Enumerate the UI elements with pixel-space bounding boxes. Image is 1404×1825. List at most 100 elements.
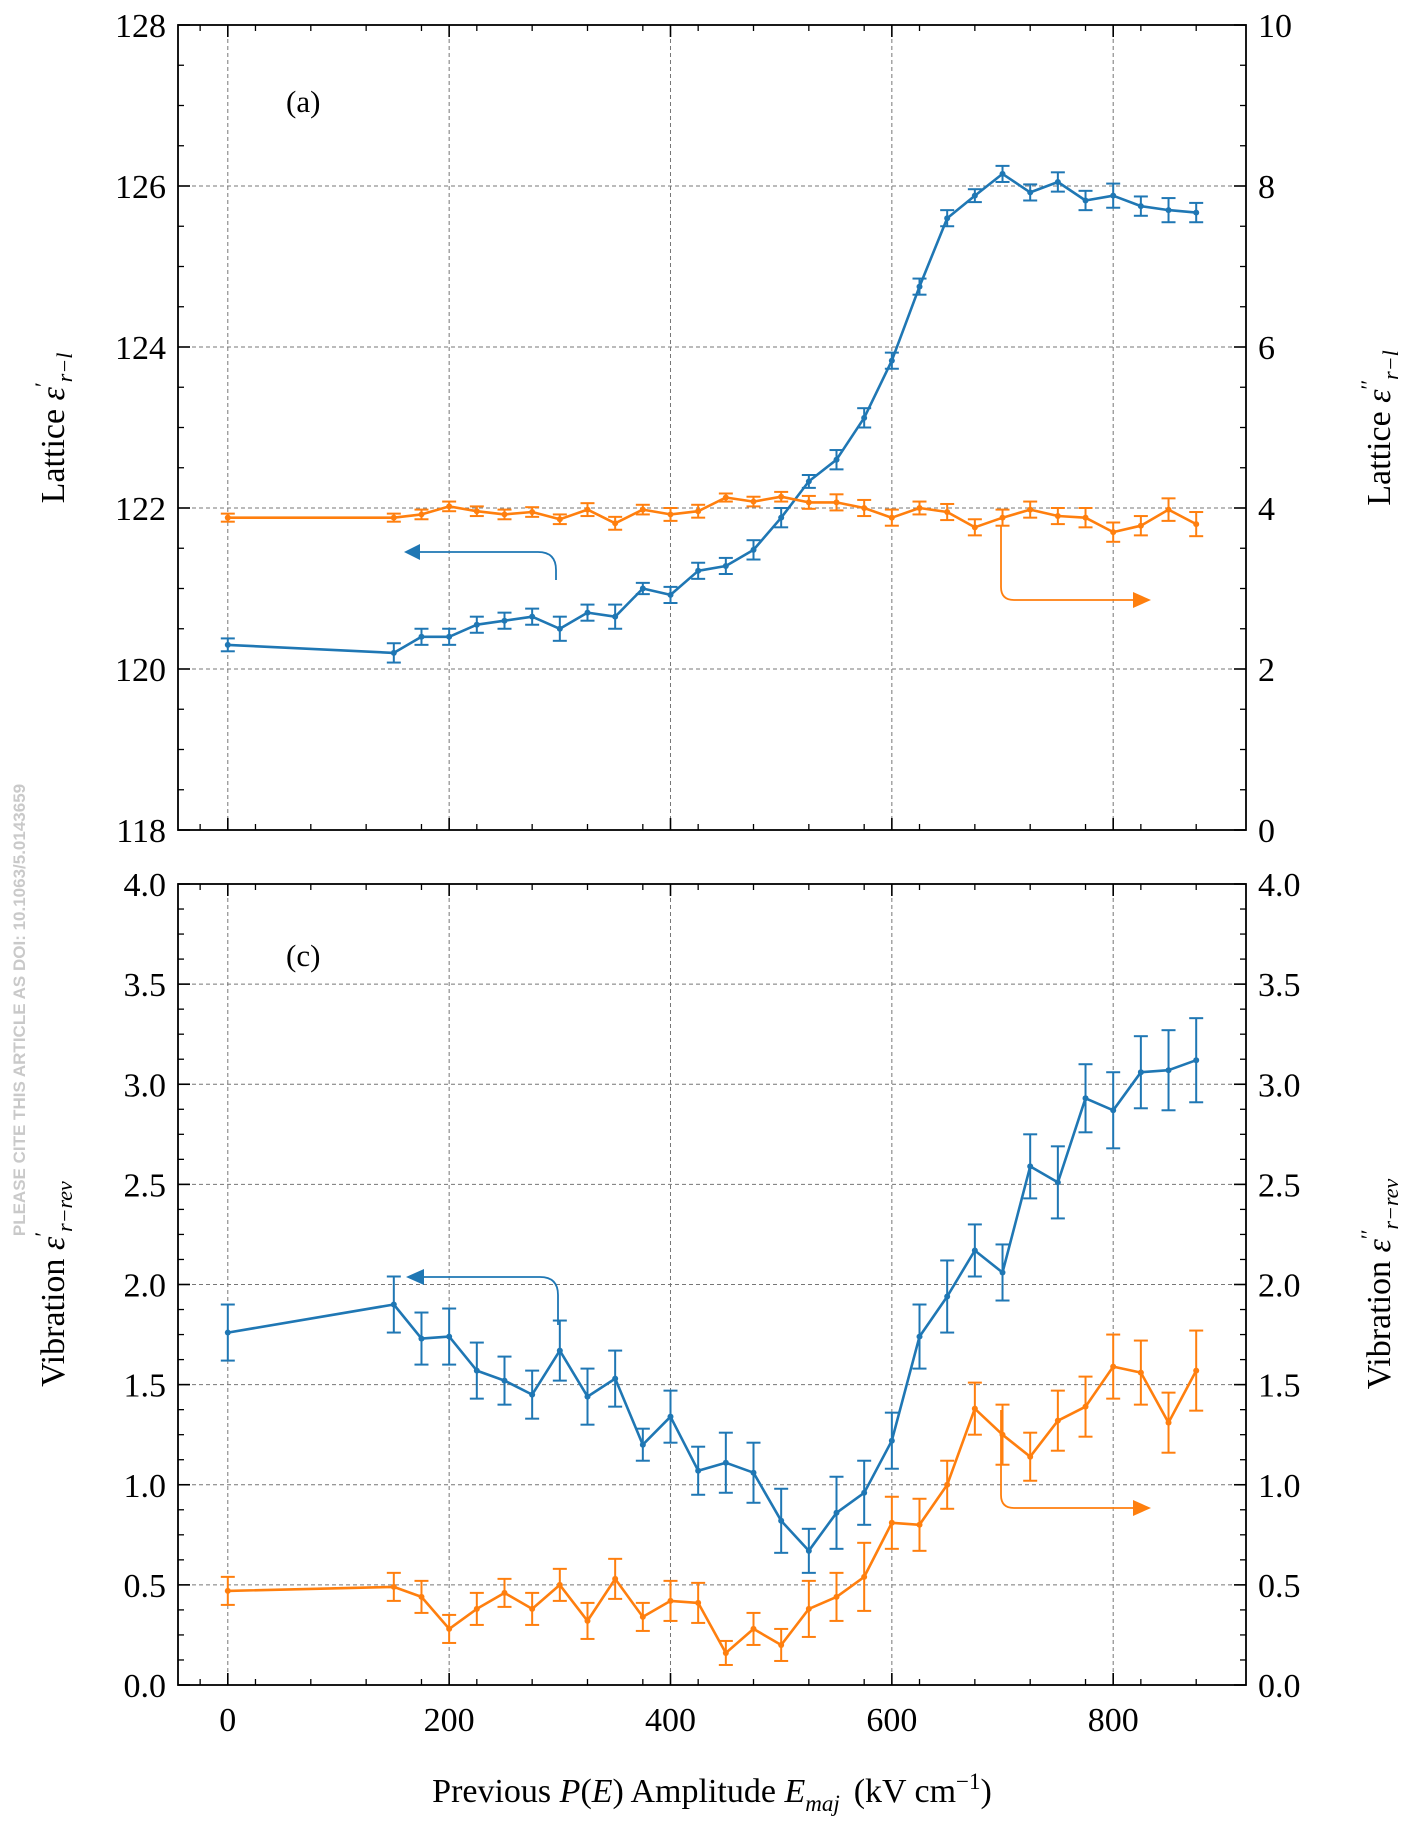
blue-data-point: [612, 1375, 619, 1382]
orange-series-line: [227, 1365, 1198, 1655]
orange-data-point: [695, 1599, 702, 1606]
orange-data-point: [473, 1605, 480, 1612]
y-right-tick-label: 10: [1258, 8, 1292, 45]
blue-data-point: [446, 1333, 453, 1340]
orange-data-point: [861, 505, 868, 511]
y-right-tick-label: 0: [1258, 813, 1275, 850]
blue-data-point: [501, 1377, 508, 1384]
orange-data-point: [916, 1521, 923, 1528]
y-left-tick-label: 1.5: [124, 1368, 167, 1405]
orange-data-point: [971, 1405, 978, 1412]
blue-data-point: [1193, 209, 1200, 216]
x-tick-label: 200: [424, 1702, 475, 1739]
orange-data-point: [390, 514, 397, 521]
y-left-tick-label: 2.0: [124, 1268, 167, 1305]
right-axis-arrow-c: [1000, 1410, 1133, 1509]
grid-a: [178, 25, 1246, 830]
orange-data-point: [446, 503, 453, 510]
blue-data-point: [888, 357, 895, 364]
blue-data-point: [418, 1335, 425, 1342]
orange-data-point: [446, 1625, 453, 1632]
blue-data-point: [916, 1333, 923, 1340]
blue-data-point: [556, 625, 563, 632]
blue-data-point: [750, 1469, 757, 1476]
blue-data-point: [833, 1509, 840, 1516]
ticks-a: 118 120 122 124 126 128 0 2 4 6 8 10: [115, 8, 1292, 850]
orange-data-point: [971, 524, 978, 531]
ylabel-left-a: Lattice ε′r−l: [30, 353, 77, 504]
right-axis-arrow-a: [1000, 525, 1133, 601]
orange-data-point: [390, 1583, 397, 1590]
orange-data-point: [1110, 1363, 1117, 1370]
series-a: [220, 164, 1204, 664]
y-right-tick-label: 3.5: [1258, 967, 1301, 1004]
blue-data-point: [999, 1269, 1006, 1276]
orange-data-point: [639, 506, 646, 513]
orange-data-point: [418, 1593, 425, 1600]
orange-data-point: [722, 494, 729, 501]
orange-data-point: [501, 511, 508, 518]
orange-series-line: [227, 495, 1197, 534]
y-right-tick-label: 2: [1258, 652, 1275, 689]
orange-data-point: [1082, 1403, 1089, 1410]
blue-data-point: [529, 1391, 536, 1398]
y-right-tick-label: 8: [1258, 169, 1275, 206]
blue-data-point: [888, 1437, 895, 1444]
blue-data-point: [1193, 1057, 1200, 1064]
orange-data-point: [639, 1613, 646, 1620]
orange-data-point: [667, 1597, 674, 1604]
panel-a: 118 120 122 124 126 128 0 2 4 6 8 10 (a) Lattice ε′…: [30, 8, 1403, 850]
blue-data-point: [639, 585, 646, 592]
blue-data-point: [750, 546, 757, 553]
blue-data-point: [1137, 203, 1144, 210]
y-right-tick-label: 2.0: [1258, 1268, 1301, 1305]
blue-data-point: [695, 1467, 702, 1474]
orange-data-point: [750, 1625, 757, 1632]
orange-data-point: [944, 1481, 951, 1488]
blue-data-point: [473, 621, 480, 628]
y-right-tick-label: 1.5: [1258, 1368, 1301, 1405]
orange-data-point: [556, 516, 563, 523]
orange-data-point: [888, 1519, 895, 1526]
panel-c: 0.0 0.5 1.0 1.5 2.0 2.5 3.0 3.5 4.0 0.0 0.5 1.0 1.5 2…: [30, 867, 1403, 1705]
blue-data-point: [224, 1329, 231, 1336]
blue-data-point: [722, 1459, 729, 1466]
series-c: [220, 1017, 1204, 1666]
blue-data-point: [446, 633, 453, 640]
blue-data-point: [1137, 1069, 1144, 1076]
ticks-c: 0.0 0.5 1.0 1.5 2.0 2.5 3.0 3.5 4.0 0.0 0.5 1.0 1.5 2…: [124, 867, 1301, 1705]
y-right-tick-label: 2.5: [1258, 1167, 1301, 1204]
blue-data-point: [584, 1393, 591, 1400]
ylabel-right-a: Lattice ε′′r−l: [1356, 350, 1403, 505]
x-tick-label: 400: [645, 1702, 696, 1739]
blue-data-point: [1027, 189, 1034, 196]
blue-data-point: [1110, 1107, 1117, 1114]
orange-data-point: [556, 1581, 563, 1588]
x-tick-label: 800: [1088, 1702, 1139, 1739]
orange-data-point: [529, 509, 536, 516]
y-right-tick-label: 3.0: [1258, 1067, 1301, 1104]
panel-label-a: (a): [286, 84, 320, 119]
y-left-tick-label: 124: [115, 330, 166, 367]
blue-data-point: [612, 613, 619, 620]
left-axis-arrow-a: [420, 551, 557, 580]
y-left-tick-label: 3.5: [124, 967, 167, 1004]
y-left-tick-label: 0.5: [124, 1568, 167, 1605]
blue-data-point: [501, 617, 508, 624]
x-tick-label: 0: [219, 1702, 236, 1739]
ylabel-left-c: Vibration ε′r−rev: [30, 1181, 77, 1387]
orange-data-point: [1027, 1453, 1034, 1460]
panel-label-c: (c): [286, 938, 320, 973]
x-axis-label: Previous P(E) Amplitude Emaj (kV cm−1): [432, 1769, 992, 1816]
y-left-tick-label: 2.5: [124, 1167, 167, 1204]
blue-data-point: [1054, 1179, 1061, 1186]
y-left-tick-label: 3.0: [124, 1067, 167, 1104]
orange-data-point: [612, 520, 619, 527]
blue-data-point: [390, 1301, 397, 1308]
blue-data-point: [667, 591, 674, 598]
left-axis-arrow-c: [424, 1276, 559, 1325]
y-left-tick-label: 4.0: [124, 867, 167, 904]
orange-data-point: [805, 499, 812, 506]
y-left-tick-label: 128: [115, 8, 166, 45]
